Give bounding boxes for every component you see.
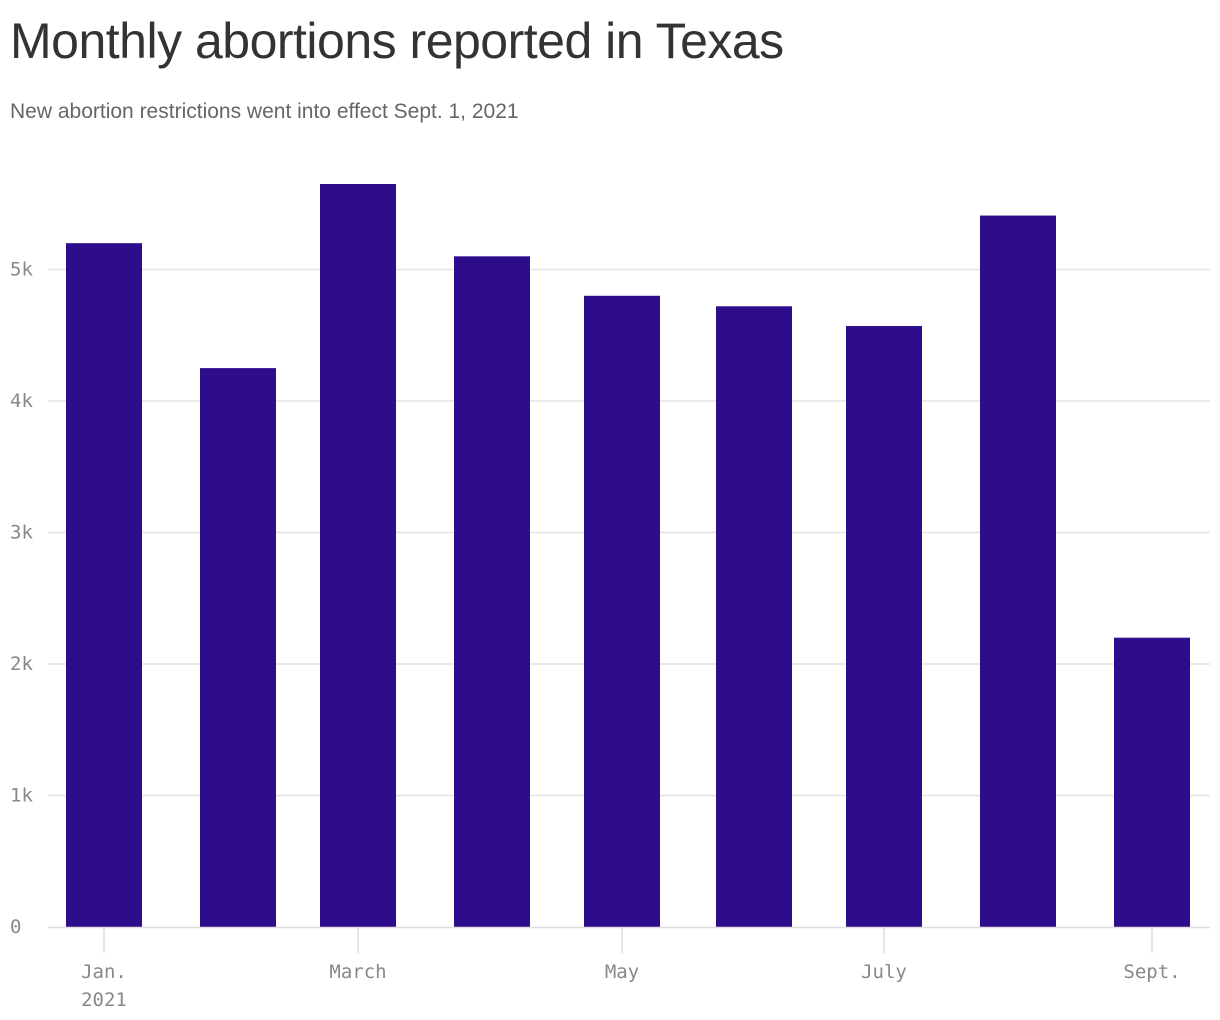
y-tick-label: 3k bbox=[10, 521, 33, 543]
bar-9 bbox=[1114, 637, 1190, 927]
chart-subtitle: New abortion restrictions went into effe… bbox=[10, 100, 519, 123]
y-tick-label: 0 bbox=[10, 916, 21, 938]
y-tick-label: 2k bbox=[10, 653, 33, 675]
x-tick-label: May bbox=[605, 961, 639, 983]
bar-3 bbox=[320, 184, 396, 927]
x-tick-label: 2021 bbox=[81, 989, 127, 1011]
bar-7 bbox=[846, 326, 922, 927]
x-tick-label: Jan. bbox=[81, 961, 127, 983]
bar-5 bbox=[584, 295, 660, 927]
x-tick-label: July bbox=[861, 961, 907, 983]
chart-title: Monthly abortions reported in Texas bbox=[10, 13, 784, 69]
y-tick-label: 1k bbox=[10, 784, 33, 806]
y-tick-label: 4k bbox=[10, 390, 33, 412]
x-tick-label: March bbox=[329, 961, 386, 983]
y-tick-label: 5k bbox=[10, 258, 33, 280]
y-axis-labels: 0 1k 2k 3k 4k 5k bbox=[10, 258, 33, 938]
bar-8 bbox=[980, 215, 1056, 928]
bar-1 bbox=[66, 243, 142, 927]
bar-2 bbox=[200, 368, 276, 927]
bar-6 bbox=[716, 306, 792, 928]
x-axis bbox=[48, 926, 1210, 953]
x-tick-label: Sept. bbox=[1123, 961, 1180, 983]
bar-4 bbox=[454, 256, 530, 928]
x-axis-labels: Jan. 2021 March May July Sept. bbox=[81, 961, 1180, 1011]
bars bbox=[66, 184, 1190, 928]
